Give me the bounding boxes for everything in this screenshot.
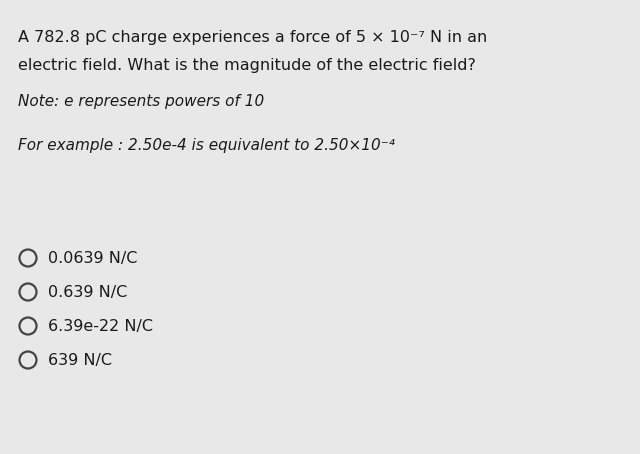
Text: Note: ​e​ represents powers of 10: Note: ​e​ represents powers of 10: [18, 94, 264, 109]
Text: For example : 2.50e-4 is equivalent to 2.50×10⁻⁴: For example : 2.50e-4 is equivalent to 2…: [18, 138, 395, 153]
Text: 639 N/C: 639 N/C: [48, 352, 112, 367]
Text: 0.0639 N/C: 0.0639 N/C: [48, 251, 138, 266]
Text: A 782.8 pC charge experiences a force of 5 × 10⁻⁷ N in an: A 782.8 pC charge experiences a force of…: [18, 30, 487, 45]
Text: 6.39e-22 N/C: 6.39e-22 N/C: [48, 319, 153, 334]
Text: electric field. What is the magnitude of the electric field?: electric field. What is the magnitude of…: [18, 58, 476, 73]
Text: 0.639 N/C: 0.639 N/C: [48, 285, 127, 300]
